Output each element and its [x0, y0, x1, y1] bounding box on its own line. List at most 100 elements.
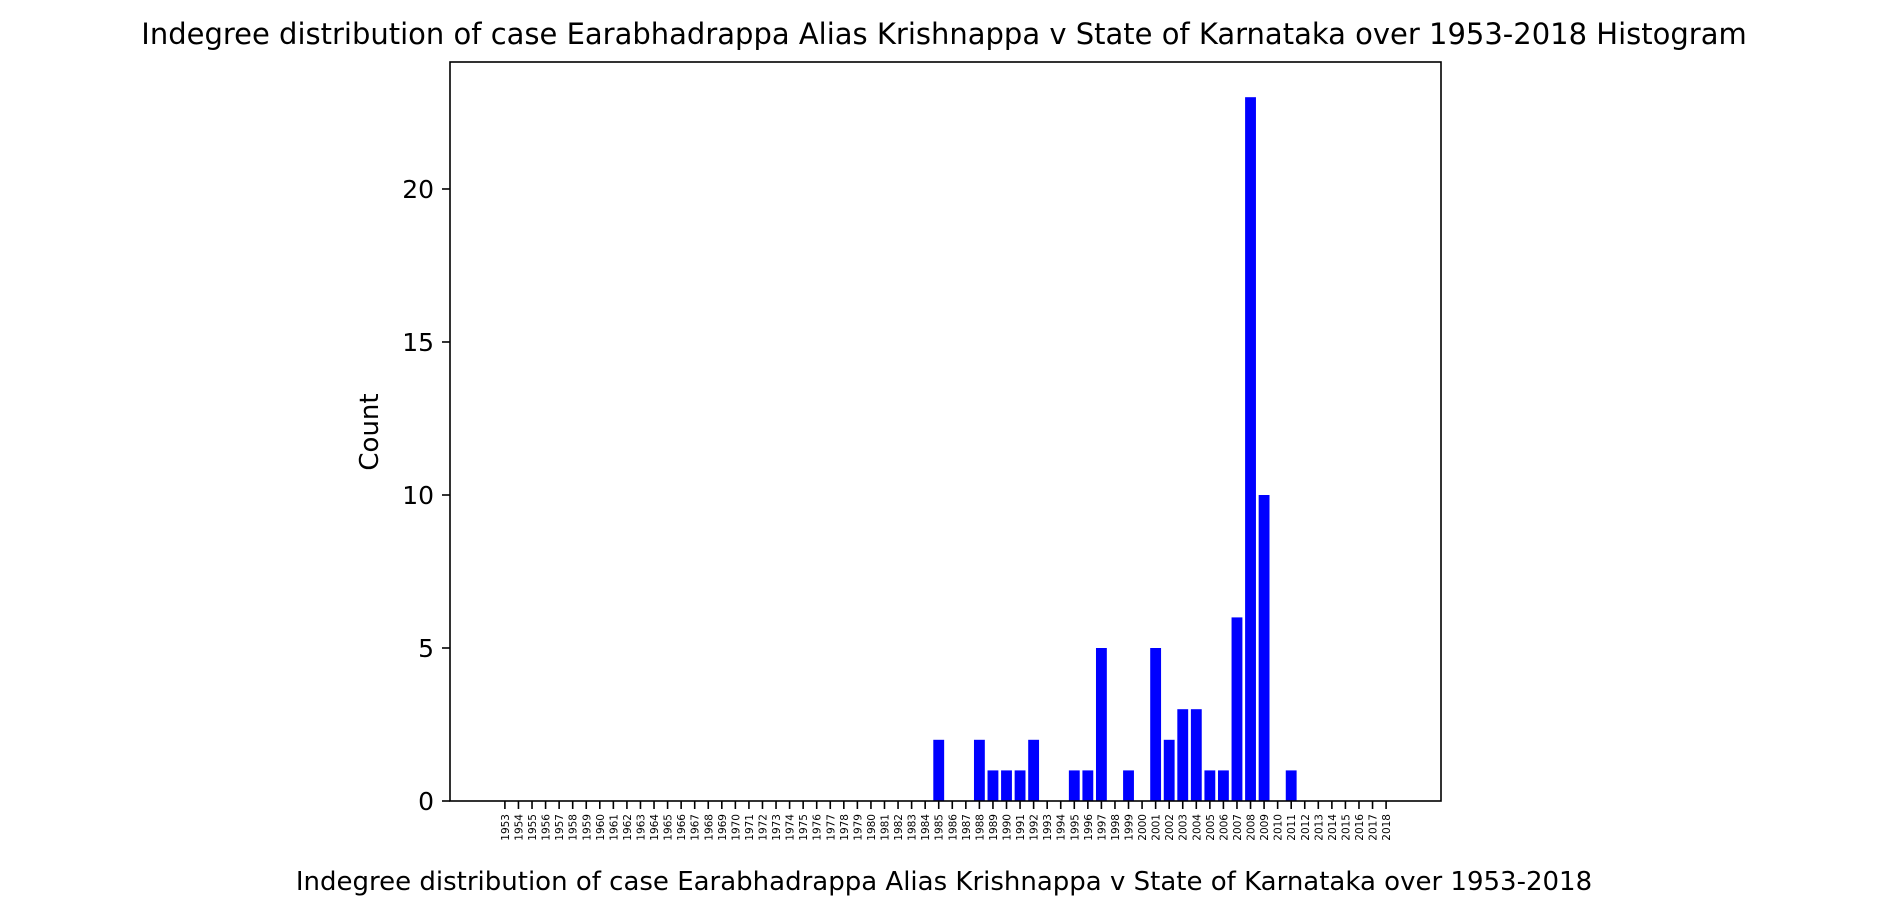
x-tick-label: 1955 [527, 814, 539, 841]
x-tick-label: 2010 [1273, 814, 1285, 841]
x-tick-label: 1962 [622, 814, 634, 841]
x-tick-label: 1965 [663, 814, 675, 841]
x-tick-label: 1978 [839, 814, 851, 841]
bar-1988 [973, 739, 985, 801]
x-tick-label: 2012 [1300, 814, 1312, 841]
x-tick-label: 1959 [581, 814, 593, 841]
x-tick-label: 1967 [690, 814, 702, 841]
x-tick-label: 1961 [608, 814, 620, 841]
x-tick-label: 1975 [798, 814, 810, 841]
bar-2004 [1190, 709, 1202, 801]
x-axis: 1953 1954 1955 1956 1957 1958 1959 1960 1961 1962… [500, 801, 1393, 841]
bar-1995 [1068, 770, 1080, 801]
x-tick-label: 1984 [920, 814, 932, 841]
y-tick-label: 5 [418, 634, 434, 663]
x-tick-label: 2017 [1368, 814, 1380, 841]
x-tick-label: 2011 [1286, 814, 1298, 841]
plot-frame [449, 61, 1442, 802]
x-tick-label: 1987 [961, 814, 973, 841]
x-tick-label: 1980 [866, 814, 878, 841]
y-tick-label: 20 [402, 175, 434, 204]
x-tick-label: 1972 [757, 814, 769, 841]
x-tick-label: 1973 [771, 814, 783, 841]
bar-1999 [1123, 770, 1134, 801]
chart-title: Indegree distribution of case Earabhadra… [141, 17, 1746, 51]
bar-2006 [1217, 770, 1229, 801]
x-tick-label: 1988 [974, 814, 986, 841]
x-tick-label: 2013 [1313, 814, 1325, 841]
x-axis-label: Indegree distribution of case Earabhadra… [296, 867, 1592, 897]
y-axis: 0 5 10 15 20 [402, 175, 450, 816]
x-tick-label: 2007 [1232, 814, 1244, 841]
x-tick-label: 1964 [649, 814, 661, 841]
bar-1992 [1028, 739, 1040, 801]
x-tick-label: 2016 [1354, 814, 1366, 841]
bar-2008 [1245, 97, 1256, 801]
y-tick-label: 10 [402, 481, 434, 510]
x-tick-label: 1998 [1110, 814, 1122, 841]
bar-1989 [987, 770, 999, 801]
bar-1997 [1095, 648, 1107, 801]
x-tick-label: 1992 [1029, 814, 1041, 841]
x-tick-label: 1966 [676, 814, 688, 841]
x-tick-label: 1994 [1056, 814, 1068, 841]
x-tick-label: 1954 [513, 814, 525, 841]
x-tick-label: 1989 [988, 814, 1000, 841]
x-tick-label: 1958 [568, 814, 580, 841]
x-tick-label: 1990 [1002, 814, 1014, 841]
x-tick-label: 2003 [1178, 814, 1190, 841]
x-tick-label: 1991 [1015, 814, 1027, 841]
x-tick-label: 1969 [717, 814, 729, 841]
x-tick-label: 2014 [1327, 814, 1339, 841]
x-tick-label: 1995 [1069, 814, 1081, 841]
x-tick-label: 1986 [947, 814, 959, 841]
x-tick-label: 1970 [730, 814, 742, 841]
x-tick-label: 1979 [852, 814, 864, 841]
bars-layer [933, 97, 1297, 801]
x-tick-label: 2002 [1164, 814, 1176, 841]
bar-2003 [1177, 709, 1189, 801]
x-tick-label: 1956 [541, 814, 553, 841]
x-tick-label: 1999 [1124, 814, 1136, 841]
x-tick-label: 2006 [1218, 814, 1230, 841]
x-tick-label: 2001 [1151, 814, 1163, 841]
x-tick-label: 1971 [744, 814, 756, 841]
x-tick-label: 2008 [1246, 814, 1258, 841]
bar-1996 [1082, 770, 1094, 801]
x-tick-label: 1953 [500, 814, 512, 841]
bar-2002 [1163, 739, 1175, 801]
bar-2001 [1150, 648, 1162, 801]
bar-2009 [1258, 495, 1270, 801]
x-tick-label: 1996 [1083, 814, 1095, 841]
x-tick-label: 1993 [1042, 814, 1054, 841]
y-axis-label: Count [355, 393, 385, 470]
x-tick-label: 1983 [907, 814, 919, 841]
x-tick-label: 1963 [635, 814, 647, 841]
x-tick-label: 2005 [1205, 814, 1217, 841]
bar-2011 [1285, 770, 1297, 801]
x-tick-label: 1968 [703, 814, 715, 841]
x-tick-label: 1997 [1096, 814, 1108, 841]
x-tick-label: 2018 [1381, 814, 1393, 841]
y-tick-label: 0 [418, 787, 434, 816]
bar-2005 [1204, 770, 1216, 801]
x-tick-label: 2004 [1191, 814, 1203, 841]
bar-2007 [1231, 617, 1243, 801]
x-tick-label: 1957 [554, 814, 566, 841]
x-tick-label: 2000 [1137, 814, 1149, 841]
x-tick-label: 2009 [1259, 814, 1271, 841]
x-tick-label: 1976 [812, 814, 824, 841]
x-tick-label: 1977 [825, 814, 837, 841]
x-tick-label: 1981 [879, 814, 891, 841]
x-tick-label: 1985 [934, 814, 946, 841]
bar-1985 [933, 739, 945, 801]
bar-1990 [1001, 770, 1012, 801]
x-tick-label: 1974 [785, 814, 797, 841]
x-tick-label: 2015 [1340, 814, 1352, 841]
y-tick-label: 15 [402, 328, 434, 357]
bar-1991 [1014, 770, 1026, 801]
x-tick-label: 1960 [595, 814, 607, 841]
x-tick-label: 1982 [893, 814, 905, 841]
